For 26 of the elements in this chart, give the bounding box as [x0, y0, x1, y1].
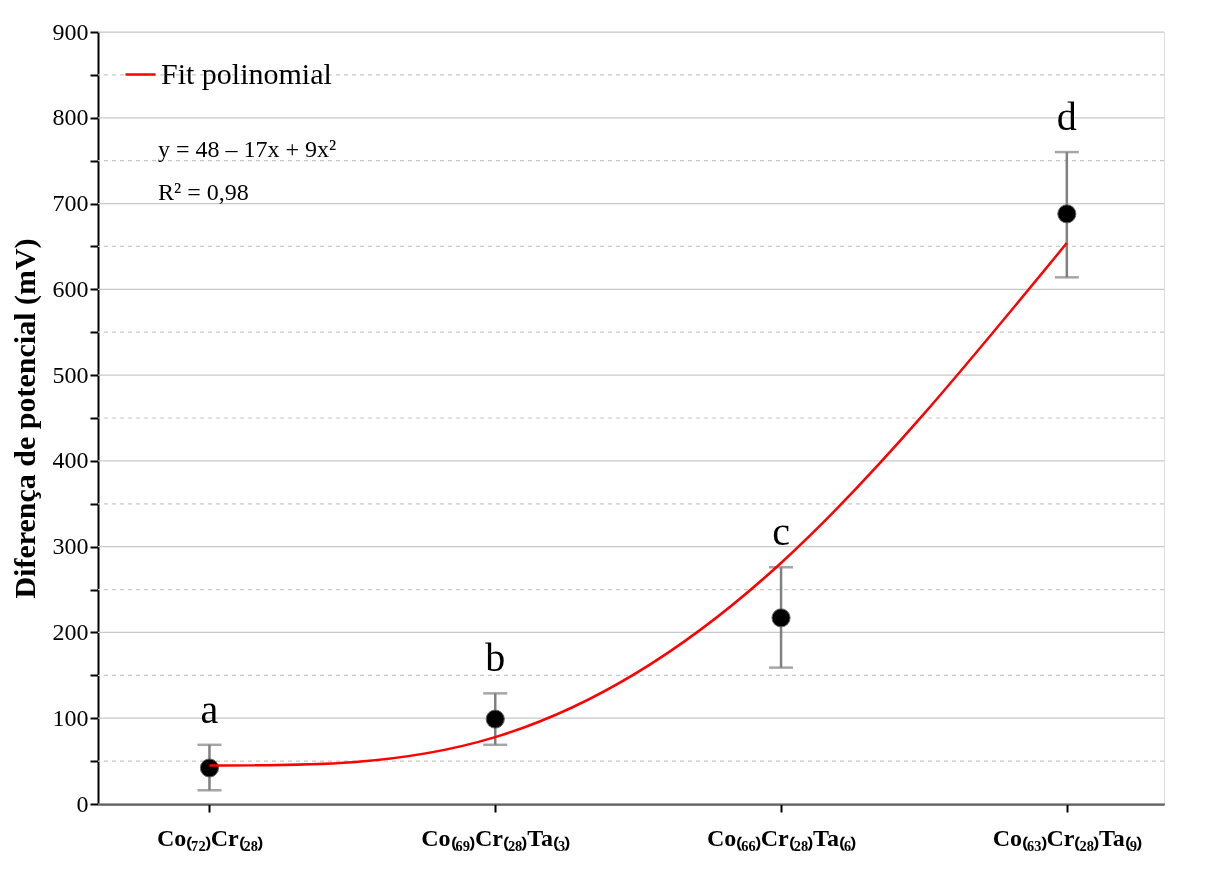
y-tick-label: 900: [52, 18, 89, 45]
annotation: d: [1056, 94, 1077, 140]
y-tick-label: 700: [52, 190, 89, 217]
y-tick-label: 200: [52, 618, 89, 645]
annotation: c: [772, 509, 790, 555]
point: [199, 758, 220, 778]
y-tick-label: 400: [52, 447, 89, 474]
y-tick-label: 300: [52, 533, 89, 560]
x-tick-label: Co₍₇₂₎Cr₍₂₈₎: [156, 824, 264, 851]
y-tick-label: 100: [52, 704, 89, 731]
y-tick-label: 500: [52, 361, 89, 388]
annotation: a: [200, 686, 219, 732]
y-tick-label: 0: [76, 790, 89, 817]
y-axis-title: Diferença de potencial (mV): [7, 238, 42, 599]
point: [771, 608, 791, 628]
legend-label: Fit polinomial: [161, 56, 332, 90]
annotation: R² = 0,98: [158, 179, 249, 205]
y-tick-label: 800: [52, 104, 89, 131]
annotation: y = 48 – 17x + 9x²: [158, 136, 337, 162]
y-tick-label: 600: [52, 275, 89, 302]
x-tick-label: Co₍₆₉₎Cr₍₂₈₎Ta₍₃₎: [421, 824, 571, 851]
point: [485, 709, 505, 729]
x-tick-label: Co₍₆₃₎Cr₍₂₈₎Ta₍₉₎: [992, 824, 1142, 851]
annotation: b: [485, 635, 506, 681]
x-tick-label: Co₍₆₆₎Cr₍₂₈₎Ta₍₆₎: [706, 824, 857, 851]
point: [1057, 204, 1077, 224]
